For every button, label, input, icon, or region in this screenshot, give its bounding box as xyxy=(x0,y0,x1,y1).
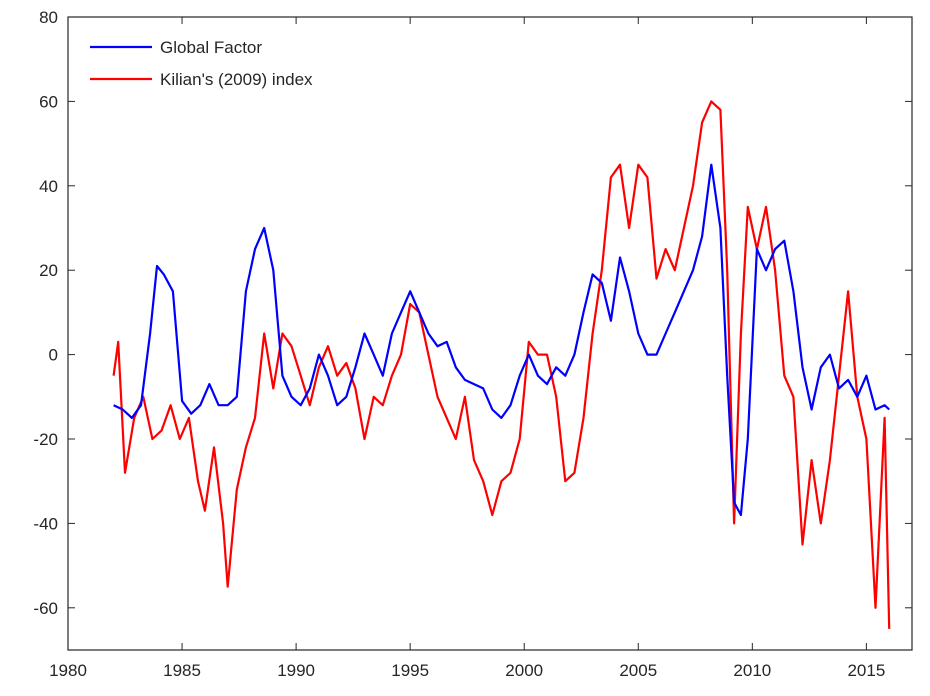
series-layer xyxy=(112,100,891,629)
x-tick-label: 1985 xyxy=(163,661,201,680)
y-tick-label: -60 xyxy=(33,599,58,618)
x-tick-label: 2005 xyxy=(619,661,657,680)
y-tick-label: -40 xyxy=(33,514,58,533)
y-tick-label: -20 xyxy=(33,430,58,449)
tick-layer: 1980 1985 1990 1995 2000 2005 2010 2015 -60 -40 -2… xyxy=(33,8,912,680)
y-tick-label: 80 xyxy=(39,8,58,27)
legend-label-kilian-index: Kilian's (2009) index xyxy=(160,70,313,89)
plot-frame xyxy=(67,16,913,651)
legend: Global Factor Kilian's (2009) index xyxy=(90,38,313,89)
x-tick-label: 1980 xyxy=(49,661,87,680)
x-tick-label: 1995 xyxy=(391,661,429,680)
x-tick-label: 2015 xyxy=(847,661,885,680)
series-line-kilian-index xyxy=(112,100,891,629)
x-tick-label: 1990 xyxy=(277,661,315,680)
y-tick-label: 40 xyxy=(39,177,58,196)
series-line-global-factor xyxy=(113,163,890,517)
y-tick-label: 60 xyxy=(39,92,58,111)
legend-label-global-factor: Global Factor xyxy=(160,38,262,57)
x-tick-label: 2000 xyxy=(505,661,543,680)
y-tick-label: 0 xyxy=(49,346,58,365)
y-tick-label: 20 xyxy=(39,261,58,280)
x-tick-label: 2010 xyxy=(733,661,771,680)
